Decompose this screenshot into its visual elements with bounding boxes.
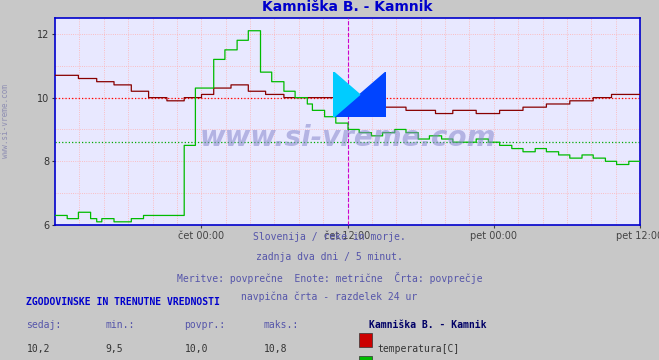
Text: min.:: min.: <box>105 320 135 330</box>
Text: Slovenija / reke in morje.: Slovenija / reke in morje. <box>253 232 406 242</box>
Text: 10,8: 10,8 <box>264 344 287 354</box>
Polygon shape <box>333 72 386 117</box>
Text: temperatura[C]: temperatura[C] <box>378 344 460 354</box>
Text: www.si-vreme.com: www.si-vreme.com <box>199 124 496 152</box>
Text: navpična črta - razdelek 24 ur: navpična črta - razdelek 24 ur <box>241 292 418 302</box>
Polygon shape <box>333 72 360 117</box>
Text: povpr.:: povpr.: <box>185 320 225 330</box>
Title: Kamniška B. - Kamnik: Kamniška B. - Kamnik <box>262 0 433 14</box>
Text: sedaj:: sedaj: <box>26 320 61 330</box>
Text: maks.:: maks.: <box>264 320 299 330</box>
Text: 9,5: 9,5 <box>105 344 123 354</box>
Text: 10,0: 10,0 <box>185 344 208 354</box>
Text: Meritve: povprečne  Enote: metrične  Črta: povprečje: Meritve: povprečne Enote: metrične Črta:… <box>177 272 482 284</box>
Text: 10,2: 10,2 <box>26 344 50 354</box>
Text: ZGODOVINSKE IN TRENUTNE VREDNOSTI: ZGODOVINSKE IN TRENUTNE VREDNOSTI <box>26 297 220 307</box>
Text: zadnja dva dni / 5 minut.: zadnja dva dni / 5 minut. <box>256 252 403 262</box>
Text: www.si-vreme.com: www.si-vreme.com <box>1 85 10 158</box>
Text: Kamniška B. - Kamnik: Kamniška B. - Kamnik <box>369 320 486 330</box>
